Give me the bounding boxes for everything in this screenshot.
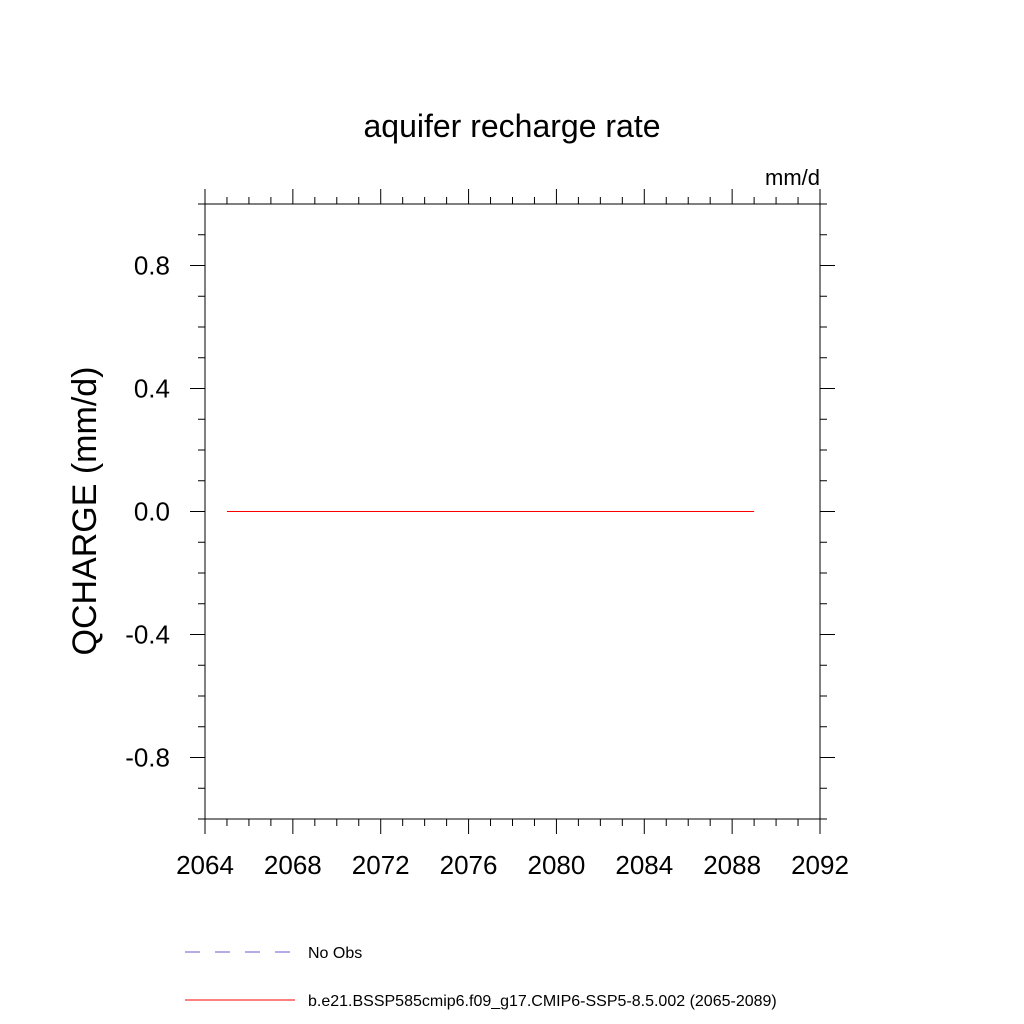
y-axis-label: QCHARGE (mm/d) (66, 367, 104, 656)
tick-labels: 2064 2068 2072 2076 2080 2084 2088 2092 -0.8 -0.4… (125, 251, 849, 881)
legend-label: No Obs (308, 945, 362, 962)
y-tick-label: -0.8 (125, 743, 170, 773)
x-tick-label: 2092 (791, 850, 849, 880)
x-tick-label: 2076 (440, 850, 498, 880)
x-tick-label: 2084 (615, 850, 673, 880)
legend-label: b.e21.BSSP585cmip6.f09_g17.CMIP6-SSP5-8.… (308, 993, 777, 1010)
y-tick-label: -0.4 (125, 620, 170, 650)
x-tick-label: 2088 (703, 850, 761, 880)
units-label: mm/d (765, 165, 820, 190)
x-tick-label: 2072 (352, 850, 410, 880)
x-tick-label: 2068 (264, 850, 322, 880)
y-tick-label: 0.0 (134, 497, 170, 527)
y-tick-label: 0.4 (134, 374, 170, 404)
chart-title: aquifer recharge rate (363, 108, 660, 144)
x-tick-label: 2064 (176, 850, 234, 880)
legend: No Obs b.e21.BSSP585cmip6.f09_g17.CMIP6-S… (185, 945, 777, 1010)
y-tick-label: 0.8 (134, 251, 170, 281)
x-tick-label: 2080 (528, 850, 586, 880)
axis-ticks (190, 189, 835, 834)
